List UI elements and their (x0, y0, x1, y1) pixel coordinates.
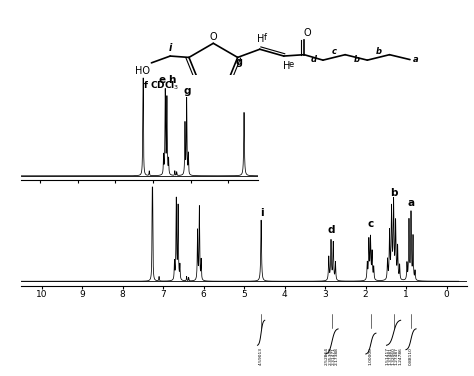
Text: 1.24786: 1.24786 (398, 347, 402, 365)
Text: a: a (413, 55, 419, 64)
Text: g: g (183, 86, 191, 96)
Text: 2.35304: 2.35304 (328, 347, 332, 365)
Text: 1.27487: 1.27487 (395, 347, 399, 365)
Text: b: b (353, 55, 359, 64)
Text: 1.00000: 1.00000 (369, 347, 373, 365)
Text: d: d (310, 55, 317, 64)
Text: f CDCl$_3$: f CDCl$_3$ (143, 79, 180, 92)
Text: c: c (331, 47, 337, 56)
Text: 2.52864: 2.52864 (325, 347, 329, 365)
Text: i: i (168, 43, 172, 53)
Text: b: b (375, 47, 382, 56)
Text: HO: HO (135, 66, 150, 76)
Text: H: H (257, 34, 264, 44)
Text: i: i (261, 208, 264, 218)
Text: 4.59013: 4.59013 (259, 347, 263, 365)
Text: g: g (236, 57, 243, 67)
Text: d: d (328, 225, 335, 235)
Text: H: H (283, 61, 290, 71)
Text: e: e (289, 59, 294, 68)
Text: h: h (168, 75, 175, 85)
Text: b: b (390, 188, 397, 198)
Text: 0.88110: 0.88110 (409, 347, 413, 365)
Text: 2.31471: 2.31471 (332, 347, 336, 365)
Text: c: c (367, 219, 374, 229)
Text: f: f (264, 33, 267, 42)
Text: 1.51417: 1.51417 (385, 347, 389, 365)
Text: 1.37481: 1.37481 (388, 347, 392, 365)
Text: O: O (303, 28, 311, 38)
Text: O: O (210, 32, 217, 42)
Text: h: h (193, 80, 200, 90)
Text: e: e (158, 75, 165, 85)
Text: a: a (408, 198, 415, 208)
Text: 1.32060: 1.32060 (392, 347, 396, 365)
Text: 2.17388: 2.17388 (335, 347, 339, 365)
